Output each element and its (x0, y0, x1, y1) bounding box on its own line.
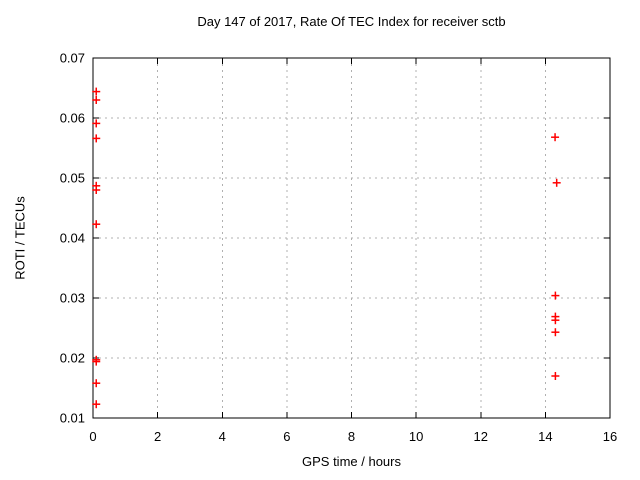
x-tick-label: 14 (538, 429, 552, 444)
x-tick-label: 2 (154, 429, 161, 444)
x-tick-label: 8 (348, 429, 355, 444)
x-tick-label: 12 (474, 429, 488, 444)
y-tick-label: 0.05 (60, 171, 85, 186)
y-tick-label: 0.07 (60, 51, 85, 66)
x-tick-label: 6 (283, 429, 290, 444)
y-tick-label: 0.04 (60, 231, 85, 246)
y-tick-label: 0.06 (60, 111, 85, 126)
x-axis-label: GPS time / hours (302, 454, 401, 469)
y-tick-label: 0.02 (60, 351, 85, 366)
y-tick-label: 0.01 (60, 411, 85, 426)
x-tick-label: 10 (409, 429, 423, 444)
x-tick-label: 0 (89, 429, 96, 444)
x-tick-label: 16 (603, 429, 617, 444)
y-tick-label: 0.03 (60, 291, 85, 306)
plot-border (92, 57, 611, 419)
chart-title: Day 147 of 2017, Rate Of TEC Index for r… (197, 14, 506, 29)
x-tick-label: 4 (219, 429, 226, 444)
